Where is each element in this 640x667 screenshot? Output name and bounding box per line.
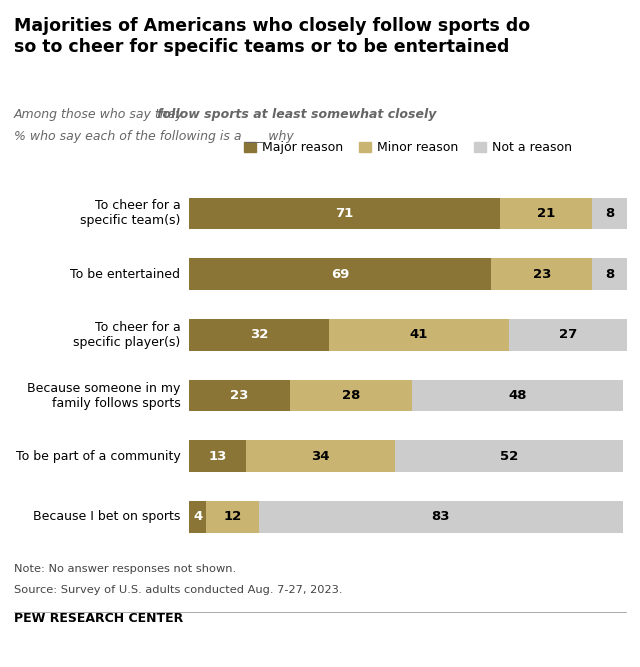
Text: 83: 83 [431,510,450,524]
Bar [189,501,206,533]
Legend: Major reason, Minor reason, Not a reason: Major reason, Minor reason, Not a reason [239,136,577,159]
Text: 8: 8 [605,207,614,220]
Bar [500,197,592,229]
Text: 52: 52 [500,450,518,463]
Text: follow sports at least somewhat closely: follow sports at least somewhat closely [157,108,436,121]
Text: % who say each of the following is a ___ why: % who say each of the following is a ___… [14,130,294,143]
Bar [412,380,623,412]
Text: 69: 69 [331,267,349,281]
Text: 71: 71 [335,207,353,220]
Text: 41: 41 [410,328,428,342]
Text: Majorities of Americans who closely follow sports do
so to cheer for specific te: Majorities of Americans who closely foll… [14,17,530,56]
Text: 27: 27 [559,328,577,342]
Bar [189,197,500,229]
Text: 13: 13 [208,450,227,463]
Bar [290,380,412,412]
Bar [259,501,623,533]
Bar [206,501,259,533]
Bar [492,258,592,290]
Text: 21: 21 [537,207,556,220]
Bar [509,319,627,351]
Text: 28: 28 [342,389,360,402]
Text: 48: 48 [508,389,527,402]
Text: 4: 4 [193,510,202,524]
Bar [395,440,623,472]
Text: Source: Survey of U.S. adults conducted Aug. 7-27, 2023.: Source: Survey of U.S. adults conducted … [14,585,342,595]
Text: Among those who say they: Among those who say they [14,108,188,121]
Bar [592,197,627,229]
Text: 34: 34 [311,450,330,463]
Bar [246,440,395,472]
Bar [189,380,290,412]
Text: 32: 32 [250,328,268,342]
Bar [189,319,329,351]
Text: 23: 23 [230,389,248,402]
Bar [329,319,509,351]
Bar [189,440,246,472]
Text: 8: 8 [605,267,614,281]
Text: 23: 23 [532,267,551,281]
Text: PEW RESEARCH CENTER: PEW RESEARCH CENTER [14,612,183,624]
Text: Note: No answer responses not shown.: Note: No answer responses not shown. [14,564,236,574]
Text: 12: 12 [223,510,242,524]
Bar [189,258,492,290]
Bar [592,258,627,290]
